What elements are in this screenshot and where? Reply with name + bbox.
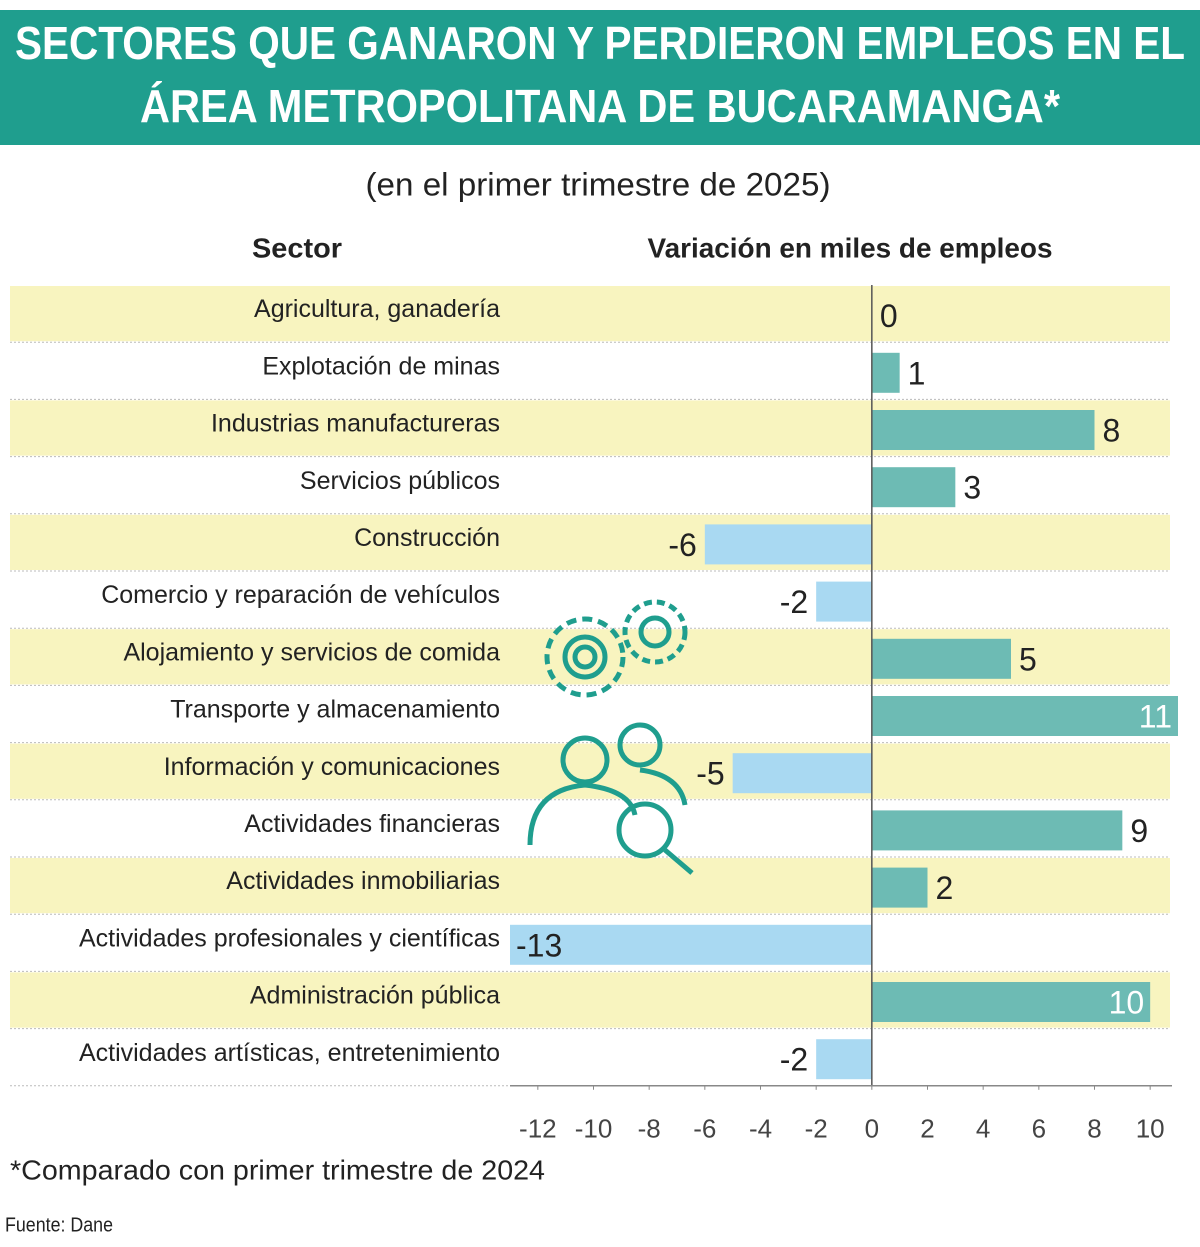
- footnote: *Comparado con primer trimestre de 2024: [10, 1154, 545, 1185]
- category-label: Actividades financieras: [244, 810, 500, 838]
- bar: [816, 581, 872, 622]
- x-tick-label: 2: [920, 1114, 934, 1144]
- row-band: [10, 286, 1170, 342]
- value-label: -6: [668, 527, 696, 563]
- x-tick-label: 10: [1136, 1114, 1165, 1144]
- value-label: 8: [1103, 412, 1121, 448]
- value-label: -13: [516, 927, 562, 963]
- bar: [871, 696, 1178, 736]
- column-header: Sector: [252, 232, 342, 263]
- x-tick-label: -12: [519, 1114, 557, 1144]
- x-tick-label: -10: [575, 1114, 613, 1144]
- bar: [871, 982, 1151, 1022]
- column-header: Variación en miles de empleos: [648, 232, 1053, 263]
- value-label: 3: [963, 470, 981, 506]
- value-label: -2: [780, 584, 808, 620]
- bar: [871, 352, 900, 393]
- x-tick-label: 6: [1032, 1114, 1046, 1144]
- category-label: Agricultura, ganadería: [254, 295, 500, 323]
- category-label: Información y comunicaciones: [164, 753, 500, 781]
- x-tick-label: -4: [749, 1114, 772, 1144]
- x-tick-label: 4: [976, 1114, 990, 1144]
- category-label: Actividades artísticas, entretenimiento: [79, 1039, 500, 1067]
- source: Fuente: Dane: [5, 1214, 113, 1236]
- value-label: 5: [1019, 641, 1037, 677]
- category-label: Construcción: [354, 524, 500, 552]
- bar: [510, 924, 872, 965]
- x-tick-label: 8: [1087, 1114, 1101, 1144]
- category-label: Actividades inmobiliarias: [226, 867, 500, 895]
- bar: [871, 638, 1011, 679]
- value-label: -2: [780, 1042, 808, 1078]
- row-band: [10, 858, 1170, 914]
- value-label: 0: [880, 298, 898, 334]
- bar: [732, 753, 872, 794]
- decorative-icons: [527, 599, 694, 875]
- row-band: [10, 743, 1170, 799]
- value-label: 10: [1109, 984, 1145, 1020]
- category-label: Servicios públicos: [300, 467, 500, 495]
- value-label: 1: [908, 355, 926, 391]
- bar: [871, 810, 1123, 851]
- category-label: Explotación de minas: [262, 352, 500, 380]
- value-label: -5: [696, 756, 724, 792]
- value-label: 9: [1130, 813, 1148, 849]
- category-label: Actividades profesionales y científicas: [79, 924, 500, 952]
- title-banner: [0, 10, 1200, 145]
- category-label: Industrias manufactureras: [211, 410, 500, 438]
- row-band: [10, 514, 1170, 570]
- bar: [816, 1039, 872, 1080]
- category-label: Transporte y almacenamiento: [170, 696, 500, 724]
- x-tick-label: -2: [805, 1114, 828, 1144]
- category-label: Administración pública: [250, 982, 500, 1010]
- value-label: 2: [936, 870, 954, 906]
- x-tick-label: -6: [693, 1114, 716, 1144]
- chart-subtitle: (en el primer trimestre de 2025): [366, 166, 831, 202]
- x-tick-label: -8: [638, 1114, 661, 1144]
- chart-title: SECTORES QUE GANARON Y PERDIERON EMPLEOS…: [15, 17, 1185, 69]
- category-label: Comercio y reparación de vehículos: [101, 581, 500, 609]
- value-label: 11: [1139, 698, 1172, 734]
- chart-title: ÁREA METROPOLITANA DE BUCARAMANGA*: [140, 80, 1060, 132]
- bar: [704, 524, 872, 565]
- category-label: Alojamiento y servicios de comida: [123, 638, 500, 666]
- bar: [871, 467, 956, 508]
- bar: [871, 867, 928, 908]
- bar: [871, 410, 1095, 450]
- x-tick-label: 0: [865, 1114, 879, 1144]
